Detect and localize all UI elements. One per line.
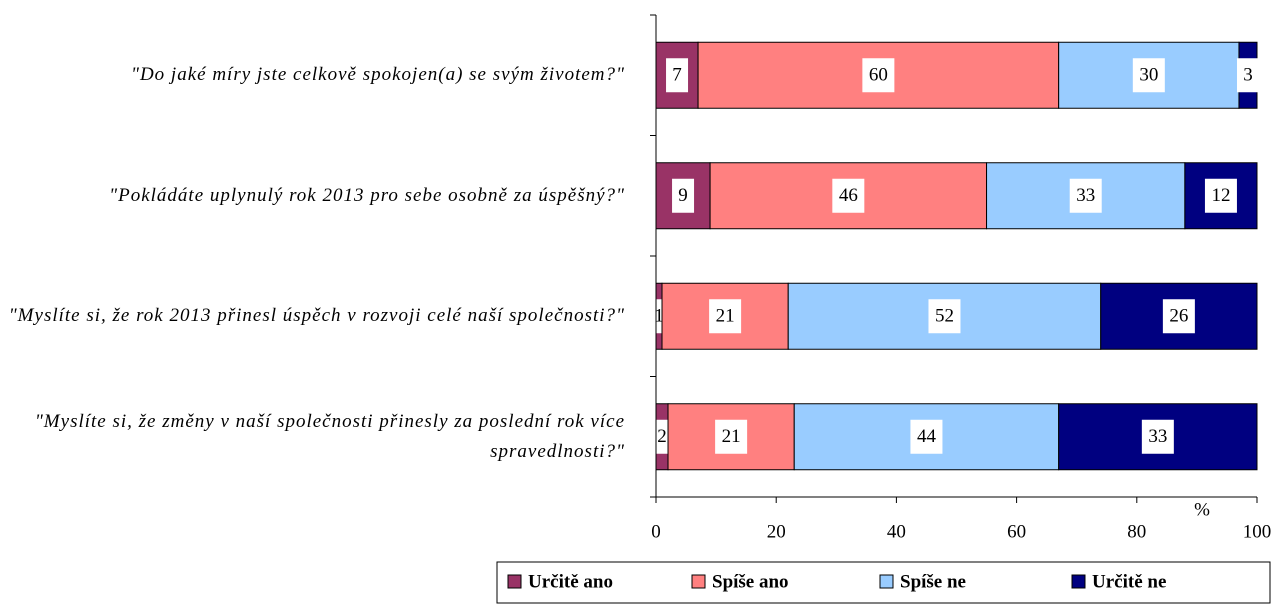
- value-label: 52: [935, 306, 954, 327]
- value-label-bg: [715, 419, 748, 454]
- category-label: "Myslíte si, že změny v naší společnosti…: [34, 410, 625, 462]
- value-label: 26: [1169, 306, 1188, 327]
- value-label-bg: [1162, 299, 1195, 334]
- x-tick-label: 0: [651, 521, 661, 542]
- value-label: 9: [678, 185, 688, 206]
- value-label: 2: [657, 426, 667, 447]
- value-label-bg: [709, 299, 742, 334]
- legend-swatch: [507, 574, 522, 589]
- x-tick-label: 40: [887, 521, 906, 542]
- value-label: 46: [839, 185, 858, 206]
- x-tick-label: 80: [1127, 521, 1146, 542]
- value-label: 30: [1139, 65, 1158, 86]
- value-label-bg: [928, 299, 961, 334]
- value-label-bg: [672, 178, 695, 213]
- value-label-bg: [651, 419, 674, 454]
- bar-segment: [1058, 403, 1258, 471]
- value-label: 60: [869, 65, 888, 86]
- legend-label: Spíše ano: [712, 571, 789, 592]
- legend-swatch: [879, 574, 894, 589]
- value-label: 21: [716, 306, 735, 327]
- value-label-bg: [862, 58, 895, 93]
- legend-swatch: [691, 574, 706, 589]
- category-label: "Myslíte si, že rok 2013 přinesl úspěch …: [8, 305, 625, 327]
- value-label-bg: [910, 419, 943, 454]
- legend-label: Spíše ne: [900, 571, 966, 592]
- value-label-bg: [832, 178, 865, 213]
- value-label: 12: [1211, 185, 1230, 206]
- value-label-bg: [1204, 178, 1237, 213]
- value-label-bg: [1069, 178, 1102, 213]
- value-label-bg: [666, 58, 689, 93]
- value-label-bg: [1141, 419, 1174, 454]
- value-label: 7: [672, 65, 682, 86]
- value-label: 33: [1148, 426, 1167, 447]
- x-axis-label: %: [1194, 499, 1210, 520]
- x-tick-label: 20: [767, 521, 786, 542]
- value-label-bg: [1132, 58, 1165, 93]
- value-label: 3: [1243, 65, 1253, 86]
- value-label: 44: [917, 426, 937, 447]
- x-tick-label: 60: [1007, 521, 1026, 542]
- category-label: "Do jaké míry jste celkově spokojen(a) s…: [130, 64, 625, 86]
- legend-label: Určitě ne: [1092, 571, 1166, 592]
- x-tick-label: 100: [1243, 521, 1272, 542]
- value-label: 33: [1076, 185, 1095, 206]
- legend-label: Určitě ano: [528, 571, 613, 592]
- category-label: "Pokládáte uplynulý rok 2013 pro sebe os…: [109, 184, 625, 206]
- value-label-bg: [1236, 58, 1259, 93]
- value-label: 1: [654, 306, 664, 327]
- legend-swatch: [1071, 574, 1086, 589]
- value-label: 21: [722, 426, 741, 447]
